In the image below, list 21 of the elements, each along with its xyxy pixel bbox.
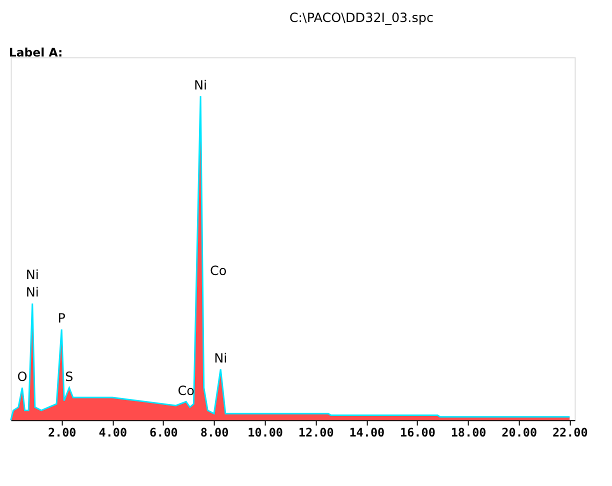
annotation: Ni: [26, 286, 39, 301]
x-tick-label: 16.00: [400, 425, 436, 440]
x-tick-label: 20.00: [502, 425, 538, 440]
annotation: P: [58, 312, 66, 327]
x-tick-label: 6.00: [150, 425, 178, 440]
annotation: O: [17, 370, 28, 385]
annotation: Ni: [194, 78, 208, 94]
annotation: Co: [210, 264, 227, 280]
x-tick-label: 8.00: [200, 425, 229, 440]
x-tick-label: 18.00: [450, 425, 486, 440]
x-tick-label: 4.00: [98, 425, 128, 440]
x-tick-label: 10.00: [248, 425, 283, 440]
chart-title: C:\PACO\DD32I_03.spc: [289, 10, 434, 26]
x-tick-label: 22.00: [552, 425, 588, 440]
annotation: S: [65, 370, 74, 385]
x-tick-label: 2.00: [48, 425, 76, 440]
text: Label A:: [8, 45, 63, 60]
annotation: Ni: [26, 268, 39, 283]
x-tick-label: 14.00: [349, 425, 385, 440]
annotation: Ni: [214, 351, 228, 366]
x-tick-label: 12.00: [298, 425, 334, 440]
